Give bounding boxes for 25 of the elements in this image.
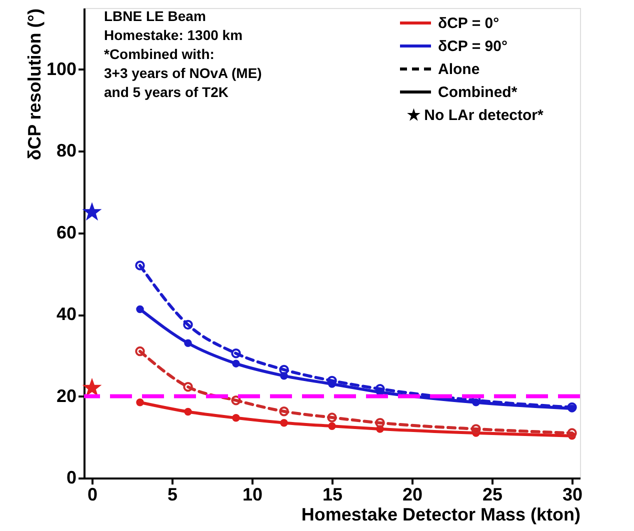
annotation: *Combined with: (104, 46, 214, 62)
y-tick-label: 100 (46, 58, 76, 79)
annotation: Combined* (438, 84, 518, 101)
y-tick-label: 0 (66, 468, 76, 488)
x-tick-label: 10 (242, 484, 263, 504)
y-tick-label: 80 (56, 140, 76, 161)
x-tick-label: 15 (322, 484, 343, 504)
annotation: ★ No LAr detector* (407, 107, 544, 124)
x-tick-label: 20 (402, 484, 423, 504)
x-axis-title: Homestake Detector Mass (kton) (301, 504, 580, 524)
annotation: 3+3 years of NOvA (ME) (104, 65, 262, 81)
legend-label: δCP = 0° (438, 15, 500, 32)
y-tick-label: 40 (56, 304, 76, 324)
annotation: Alone (438, 61, 480, 78)
annotation: and 5 years of T2K (104, 84, 228, 100)
y-tick-label: 60 (56, 222, 76, 242)
x-tick-label: 30 (562, 484, 583, 504)
y-axis-title: δCP resolution (°) (24, 8, 44, 160)
annotation: LBNE LE Beam (104, 8, 206, 24)
x-tick-label: 0 (87, 484, 98, 504)
annotation: Homestake: 1300 km (104, 27, 243, 43)
legend-label: δCP = 90° (438, 38, 508, 55)
x-tick-label: 25 (482, 484, 503, 504)
x-tick-label: 5 (167, 484, 178, 504)
y-tick-label: 20 (56, 386, 76, 406)
